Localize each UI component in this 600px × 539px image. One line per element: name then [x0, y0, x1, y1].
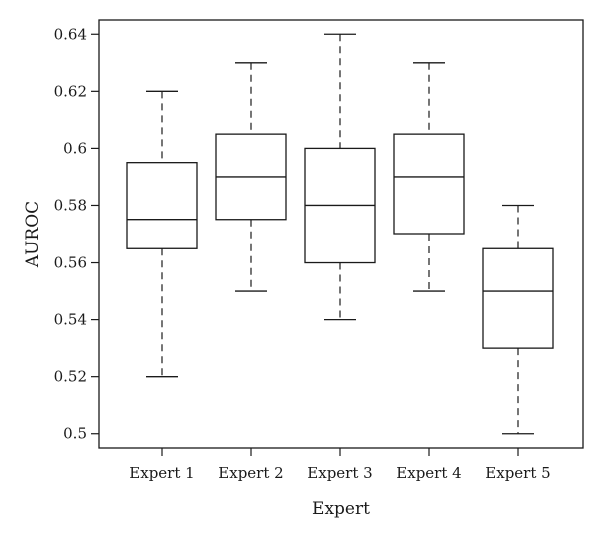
y-tick-label: 0.64: [54, 25, 87, 43]
y-tick-label: 0.56: [54, 254, 87, 272]
y-tick-label: 0.58: [54, 196, 87, 214]
box-series: [126, 33, 554, 435]
x-tick-label: Expert 4: [396, 464, 461, 482]
y-tick-label: 0.62: [54, 82, 87, 100]
y-tick-label: 0.54: [54, 311, 87, 329]
y-axis-title: AUROC: [23, 201, 43, 268]
box-2: [215, 62, 287, 292]
x-axis-title: Expert: [312, 499, 370, 519]
box-4: [393, 62, 465, 292]
box-1: [126, 90, 198, 378]
box-3: [304, 33, 376, 321]
y-tick-label: 0.52: [54, 368, 87, 386]
iqr-box: [393, 133, 465, 235]
x-tick-label: Expert 1: [129, 464, 194, 482]
x-tick-label: Expert 2: [218, 464, 283, 482]
iqr-box: [126, 162, 198, 249]
box-5: [482, 204, 554, 435]
y-axis: 0.5 0.52 0.54 0.56 0.58 0.6 0.62 0.64: [54, 25, 99, 443]
x-tick-label: Expert 5: [485, 464, 550, 482]
y-tick-label: 0.6: [63, 139, 87, 157]
y-tick-label: 0.5: [63, 425, 87, 443]
x-axis: Expert 1 Expert 2 Expert 3 Expert 4 Expert 5: [129, 448, 551, 482]
iqr-box: [482, 247, 554, 349]
plot-frame: [98, 19, 584, 449]
x-tick-label: Expert 3: [307, 464, 372, 482]
